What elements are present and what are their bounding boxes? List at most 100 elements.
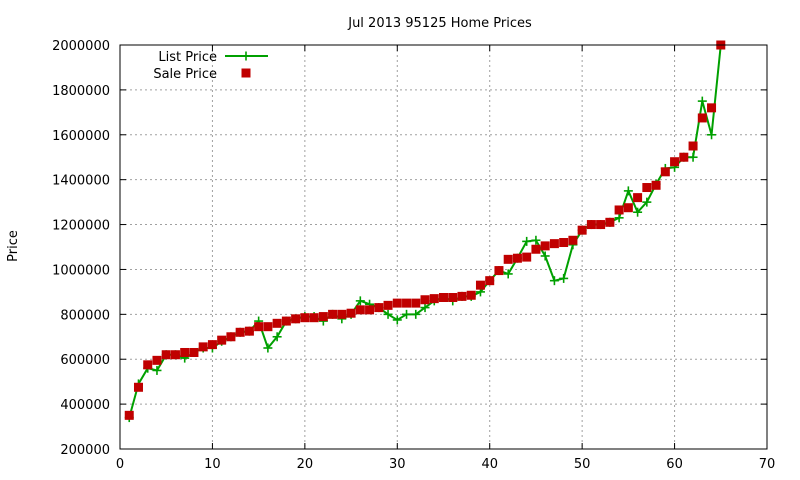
sale-price-point [198, 342, 208, 352]
x-tick-label: 30 [389, 457, 406, 472]
sale-price-point [439, 293, 448, 302]
sale-price-point [170, 350, 180, 360]
sale-price-point [254, 322, 264, 332]
sale-price-point [207, 340, 217, 350]
sale-price-point [605, 217, 615, 227]
sale-price-point [485, 276, 495, 286]
sale-price-point [586, 220, 596, 230]
list-price-point [383, 309, 393, 319]
sale-price-point [651, 180, 661, 190]
y-tick-label: 800000 [60, 308, 110, 323]
legend-marker [241, 51, 251, 61]
x-tick-label: 70 [759, 457, 776, 472]
sale-price-point [291, 314, 301, 324]
list-price-point [697, 96, 707, 106]
sale-price-point [180, 347, 190, 357]
sale-price-point [402, 298, 412, 308]
series-area [124, 40, 726, 423]
sale-price-point [466, 290, 476, 300]
list-price-point [420, 303, 430, 313]
sale-price-point [328, 309, 338, 319]
sale-price-point [143, 360, 153, 370]
sale-price-point [697, 113, 707, 123]
sale-price-point [365, 305, 375, 315]
list-price-point [549, 276, 559, 286]
sale-price-point [124, 410, 134, 420]
sale-price-point [512, 253, 522, 263]
list-price-point [633, 207, 643, 217]
list-price-point [614, 213, 624, 223]
list-price-point [531, 235, 541, 245]
list-price-line [128, 44, 722, 418]
sale-price-point [540, 241, 550, 251]
sale-price-point [429, 294, 439, 304]
list-price-point [540, 251, 550, 261]
sale-price-point [633, 193, 643, 203]
x-tick-label: 60 [666, 457, 683, 472]
sale-price-point [568, 235, 578, 245]
sale-price-point [503, 254, 513, 264]
sale-price-point [337, 309, 347, 319]
y-axis-label: Price [6, 230, 21, 262]
sale-price-point [272, 318, 282, 328]
sale-price-point [318, 312, 328, 322]
sale-price-point [235, 327, 245, 337]
sale-price-point [226, 332, 236, 342]
sale-price-point [688, 141, 698, 151]
sale-price-point [596, 220, 606, 230]
sale-price-point [161, 350, 171, 360]
legend-label: List Price [158, 50, 217, 65]
sale-price-point [263, 322, 273, 332]
sale-price-point [189, 347, 199, 357]
list-price-point [392, 315, 402, 325]
sale-price-point [559, 238, 569, 248]
legend-label: Sale Price [153, 67, 217, 82]
sale-price-point [448, 293, 458, 302]
x-tick-label: 50 [574, 457, 591, 472]
list-price-point [707, 130, 717, 140]
x-tick-label: 0 [116, 457, 124, 472]
sale-price-point [457, 291, 467, 301]
sale-price-point [531, 244, 541, 254]
sale-price-point [679, 152, 689, 162]
y-tick-label: 1600000 [52, 129, 110, 144]
sale-price-point [494, 266, 504, 276]
sale-price-point [392, 298, 402, 308]
sale-price-point [281, 316, 291, 326]
sale-price-point [549, 239, 559, 249]
x-ticks: 0 10 20 30 40 50 60 70 [116, 45, 775, 472]
grid [120, 45, 767, 449]
list-price-point [355, 296, 365, 306]
list-price-point [402, 309, 412, 319]
sale-price-point [133, 382, 143, 392]
list-price-point [503, 269, 513, 279]
sale-price-point [309, 313, 319, 323]
series-1 [124, 40, 726, 420]
series-0 [124, 40, 726, 423]
list-price-point [411, 309, 421, 319]
sale-price-point [642, 183, 652, 193]
list-price-point [559, 273, 569, 283]
sale-price-point [623, 203, 633, 213]
y-tick-label: 200000 [60, 443, 110, 458]
sale-price-point [420, 295, 430, 305]
sale-price-point [355, 305, 365, 315]
y-tick-label: 400000 [60, 398, 110, 413]
list-price-point [623, 186, 633, 196]
list-price-point [272, 332, 282, 342]
list-price-point [263, 343, 273, 353]
legend: List Price Sale Price [153, 50, 268, 82]
y-ticks: 200000 400000 600000 800000 1000000 1200000 14… [52, 39, 767, 458]
sale-price-point [670, 157, 680, 167]
sale-price-point [217, 335, 227, 345]
legend-marker [241, 68, 251, 78]
sale-price-point [475, 280, 485, 290]
x-tick-label: 10 [204, 457, 221, 472]
y-tick-label: 1000000 [52, 263, 110, 278]
x-tick-label: 40 [481, 457, 498, 472]
x-tick-label: 20 [297, 457, 314, 472]
plot-frame [119, 44, 768, 450]
sale-price-point [374, 303, 384, 313]
sale-price-point [346, 308, 356, 318]
